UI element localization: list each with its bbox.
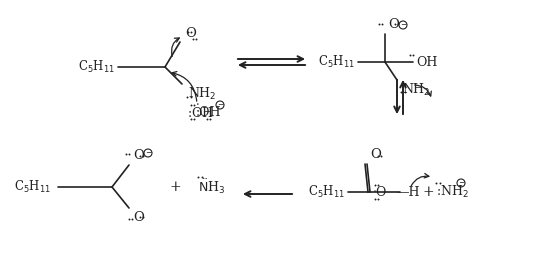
Text: −: − [458,178,464,187]
Text: −: − [217,100,223,110]
Text: —H: —H [396,186,419,199]
Text: NH$_2$: NH$_2$ [402,82,431,98]
Text: C$_5$H$_{11}$: C$_5$H$_{11}$ [318,54,355,70]
Text: +: + [423,185,435,199]
Text: $\cdot$O: $\cdot$O [372,185,388,199]
Text: :NH$_2$: :NH$_2$ [436,184,469,200]
Text: +: + [169,180,181,194]
Text: C$_5$H$_{11}$: C$_5$H$_{11}$ [14,179,51,195]
Text: $\ddot{\mathrm{N}}$H$_3$: $\ddot{\mathrm{N}}$H$_3$ [198,178,225,196]
Text: O: O [133,149,144,162]
Text: NH$_2$: NH$_2$ [188,86,217,102]
Text: O: O [370,148,381,161]
Text: C$_5$H$_{11}$: C$_5$H$_{11}$ [308,184,345,200]
Text: :OH: :OH [196,106,222,119]
Text: O: O [133,211,144,224]
Text: −: − [145,149,151,157]
Text: C$_5$H$_{11}$: C$_5$H$_{11}$ [78,59,115,75]
Text: −: − [400,20,406,29]
Text: O: O [388,18,399,31]
Text: OH: OH [416,55,437,69]
Text: :$\mathregular{\dot{O}}$H: :$\mathregular{\dot{O}}$H [187,103,213,121]
Text: O: O [185,27,196,40]
